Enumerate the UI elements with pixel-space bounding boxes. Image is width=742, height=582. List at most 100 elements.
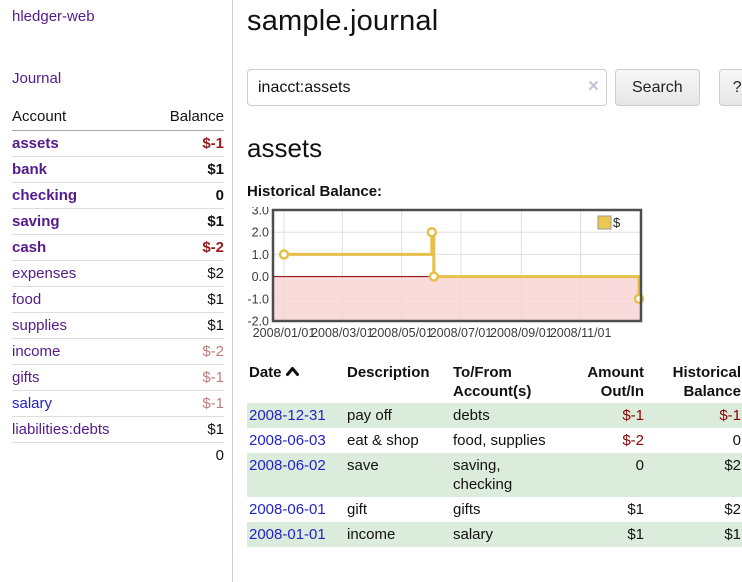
- svg-text:2008/07/01: 2008/07/01: [430, 326, 493, 340]
- account-heading: assets: [247, 133, 323, 163]
- accounts-total-row: 0: [12, 442, 224, 468]
- account-balance: $1: [148, 156, 224, 183]
- account-balance: $1: [148, 312, 224, 339]
- account-link[interactable]: income: [12, 343, 61, 360]
- svg-text:0.0: 0.0: [252, 270, 269, 284]
- account-link[interactable]: bank: [12, 161, 48, 178]
- transaction-date-link[interactable]: 2008-06-03: [249, 432, 326, 449]
- search-input[interactable]: [247, 69, 607, 106]
- register-header-balance: Historical Balance: [672, 364, 741, 400]
- search-button[interactable]: Search: [615, 69, 700, 106]
- register-header-description: Description: [347, 364, 430, 381]
- svg-text:2008/11/01: 2008/11/01: [550, 326, 612, 340]
- account-balance: $1: [148, 416, 224, 443]
- account-row: liabilities:debts $1: [12, 416, 224, 443]
- brand-link[interactable]: hledger-web: [12, 8, 95, 25]
- account-row: assets $-1: [12, 130, 224, 157]
- account-row: cash $-2: [12, 234, 224, 261]
- transaction-accounts: debts: [453, 407, 490, 424]
- account-balance: $1: [148, 286, 224, 313]
- sidebar: hledger-web Journal Account Balance asse…: [0, 0, 233, 582]
- svg-text:$: $: [613, 215, 621, 230]
- account-balance: $-1: [148, 364, 224, 391]
- transaction-amount: $1: [627, 501, 644, 518]
- account-link[interactable]: gifts: [12, 369, 40, 386]
- account-link[interactable]: checking: [12, 187, 78, 204]
- account-row: salary $-1: [12, 390, 224, 417]
- transaction-amount: $-1: [622, 407, 644, 424]
- account-row: supplies $1: [12, 312, 224, 339]
- account-balance: $-1: [148, 390, 224, 417]
- transaction-accounts: gifts: [453, 501, 481, 518]
- account-balance: $-2: [148, 338, 224, 365]
- account-balance: $2: [148, 260, 224, 287]
- svg-text:2008/03/01: 2008/03/01: [311, 326, 374, 340]
- transaction-row: 2008-01-01 income salary $1 $1: [247, 522, 742, 547]
- register-table: Date Description To/From Account(s) Amou…: [247, 361, 742, 547]
- transaction-description: gift: [347, 501, 368, 518]
- register-header-row: Date Description To/From Account(s) Amou…: [247, 361, 742, 403]
- account-link[interactable]: food: [12, 291, 42, 308]
- help-button[interactable]: ?: [718, 69, 742, 106]
- transaction-balance: $-1: [719, 407, 741, 424]
- account-link[interactable]: cash: [12, 239, 47, 256]
- search-form: × Search ?: [247, 69, 742, 106]
- transaction-description: pay off: [347, 407, 392, 424]
- svg-text:2.0: 2.0: [252, 226, 269, 240]
- transaction-row: 2008-12-31 pay off debts $-1 $-1: [247, 403, 742, 428]
- transaction-balance: $1: [724, 526, 741, 543]
- svg-text:-1.0: -1.0: [247, 292, 269, 306]
- account-link[interactable]: salary: [12, 395, 53, 412]
- transaction-row: 2008-06-01 gift gifts $1 $2: [247, 497, 742, 522]
- transaction-date-link[interactable]: 2008-12-31: [249, 407, 326, 424]
- transaction-description: save: [347, 457, 379, 474]
- chart-label: Historical Balance:: [247, 183, 383, 200]
- account-link[interactable]: supplies: [12, 317, 68, 334]
- accounts-header-balance: Balance: [148, 105, 224, 131]
- account-balance: $-1: [148, 130, 224, 157]
- accounts-total-balance: 0: [148, 442, 224, 468]
- main-content: sample.journal × Search ? assets Histori…: [233, 0, 742, 582]
- account-balance: $1: [148, 208, 224, 235]
- transaction-accounts: food, supplies: [453, 432, 546, 449]
- transaction-description: eat & shop: [347, 432, 419, 449]
- account-link[interactable]: expenses: [12, 265, 77, 282]
- transaction-row: 2008-06-02 save saving, checking 0 $2: [247, 453, 742, 497]
- accounts-header-account: Account: [12, 105, 149, 131]
- accounts-table: Account Balance assets $-1 bank $1 checking 0…: [12, 105, 224, 468]
- account-link[interactable]: saving: [12, 213, 60, 230]
- page-title: sample.journal: [247, 5, 439, 37]
- transaction-balance: 0: [732, 432, 741, 449]
- sidebar-item-journal[interactable]: Journal: [12, 70, 62, 87]
- account-row: income $-2: [12, 338, 224, 365]
- account-balance: $-2: [148, 234, 224, 261]
- svg-text:3.0: 3.0: [252, 207, 269, 218]
- legend-swatch: [597, 215, 612, 230]
- account-row: expenses $2: [12, 260, 224, 287]
- register-header-date[interactable]: Date: [247, 361, 345, 403]
- transaction-balance: $2: [724, 457, 741, 474]
- transaction-accounts: saving, checking: [453, 457, 513, 493]
- transaction-amount: $1: [627, 526, 644, 543]
- account-row: food $1: [12, 286, 224, 313]
- account-row: checking 0: [12, 182, 224, 209]
- clear-search-icon[interactable]: ×: [587, 76, 599, 97]
- transaction-amount: 0: [635, 457, 644, 474]
- account-link[interactable]: assets: [12, 135, 59, 152]
- svg-text:-2.0: -2.0: [247, 315, 269, 329]
- transaction-date-link[interactable]: 2008-01-01: [249, 526, 326, 543]
- svg-text:2008/01/01: 2008/01/01: [253, 326, 316, 340]
- account-row: gifts $-1: [12, 364, 224, 391]
- transaction-accounts: salary: [453, 526, 494, 543]
- transaction-balance: $2: [724, 501, 741, 518]
- transaction-date-link[interactable]: 2008-06-01: [249, 501, 326, 518]
- account-row: bank $1: [12, 156, 224, 183]
- transaction-date-link[interactable]: 2008-06-02: [249, 457, 326, 474]
- register-header-amount: Amount Out/In: [587, 364, 644, 400]
- transaction-row: 2008-06-03 eat & shop food, supplies $-2 0: [247, 428, 742, 453]
- account-link[interactable]: liabilities:debts: [12, 421, 110, 438]
- transaction-amount: $-2: [622, 432, 644, 449]
- sort-ascending-icon: [285, 363, 299, 382]
- svg-text:1.0: 1.0: [252, 248, 269, 262]
- register-header-accounts: To/From Account(s): [453, 364, 532, 400]
